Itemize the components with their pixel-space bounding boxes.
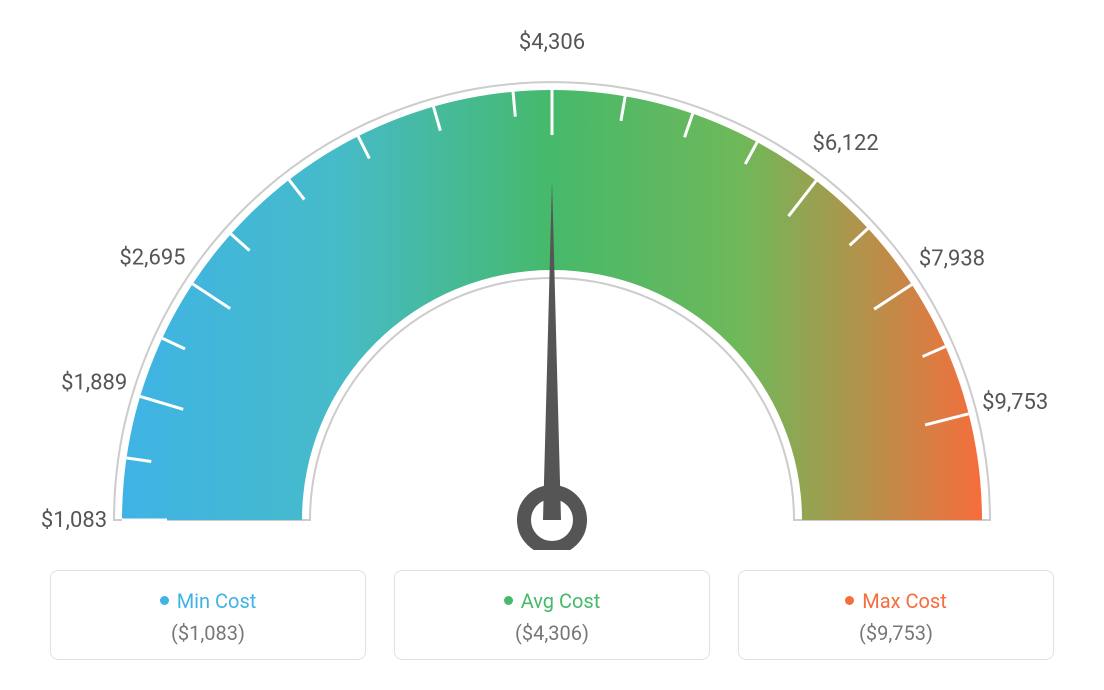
legend-title-max: Max Cost bbox=[749, 589, 1043, 613]
legend-value-avg: ($4,306) bbox=[405, 621, 699, 645]
legend-value-max: ($9,753) bbox=[749, 621, 1043, 645]
gauge-chart: $1,083 $1,889 $2,695 $4,306 $6,122 $7,938 $9,7… bbox=[40, 20, 1064, 550]
svg-text:$1,889: $1,889 bbox=[61, 371, 127, 396]
legend-value-min: ($1,083) bbox=[61, 621, 355, 645]
legend-row: Min Cost ($1,083) Avg Cost ($4,306) Max … bbox=[40, 570, 1064, 660]
legend-card-max: Max Cost ($9,753) bbox=[738, 570, 1054, 660]
legend-title-text: Min Cost bbox=[177, 589, 257, 613]
legend-title-text: Max Cost bbox=[862, 589, 947, 613]
legend-title-text: Avg Cost bbox=[521, 589, 601, 613]
legend-card-min: Min Cost ($1,083) bbox=[50, 570, 366, 660]
svg-text:$6,122: $6,122 bbox=[813, 131, 879, 156]
legend-title-min: Min Cost bbox=[61, 589, 355, 613]
svg-text:$1,083: $1,083 bbox=[41, 508, 107, 533]
dot-icon bbox=[504, 596, 513, 605]
svg-text:$4,306: $4,306 bbox=[519, 30, 585, 55]
legend-title-avg: Avg Cost bbox=[405, 589, 699, 613]
svg-text:$7,938: $7,938 bbox=[919, 246, 985, 271]
dot-icon bbox=[845, 596, 854, 605]
legend-card-avg: Avg Cost ($4,306) bbox=[394, 570, 710, 660]
svg-text:$2,695: $2,695 bbox=[119, 246, 185, 271]
svg-text:$9,753: $9,753 bbox=[982, 390, 1048, 415]
gauge-svg: $1,083 $1,889 $2,695 $4,306 $6,122 $7,938 $9,7… bbox=[40, 20, 1064, 550]
dot-icon bbox=[160, 596, 169, 605]
